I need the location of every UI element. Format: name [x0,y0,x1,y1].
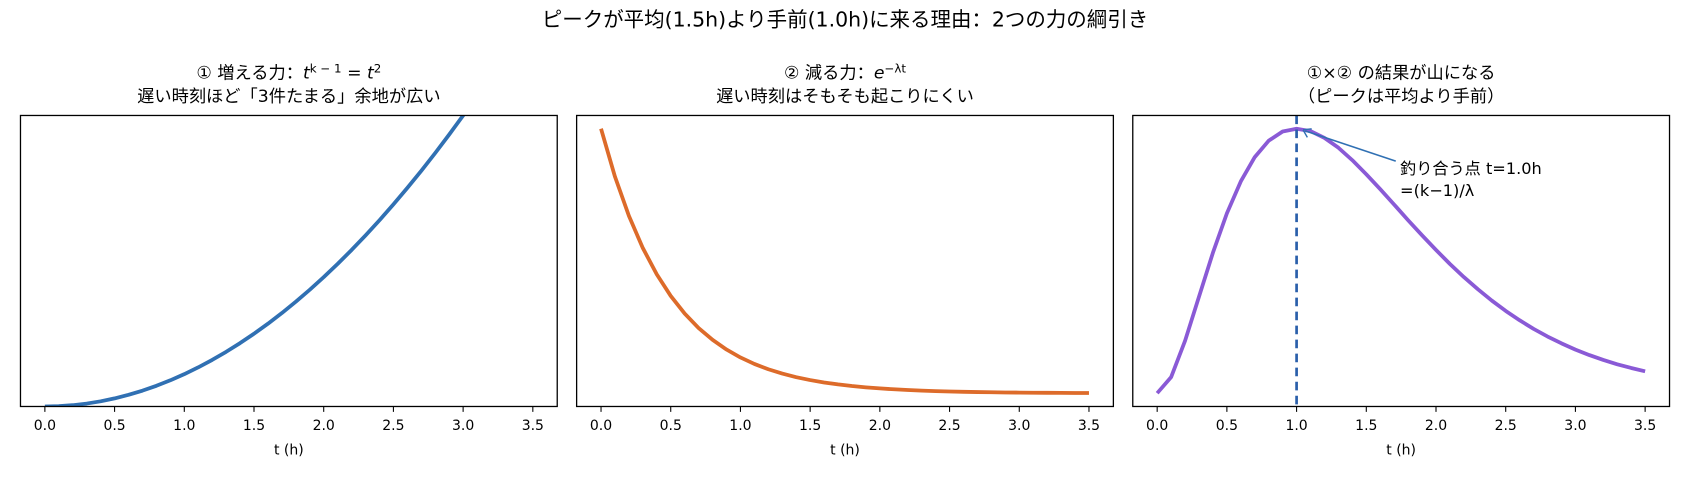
x-tick-label: 3.0 [1008,418,1030,434]
subplot-title: 遅い時刻ほど「3件たまる」余地が広い [137,87,440,107]
x-tick-label: 2.5 [1495,418,1517,434]
x-tick-label: 0.0 [34,418,56,434]
annotation-arrow [1304,130,1397,162]
title-part: 遅い時刻はそもそも起こりにくい [716,87,974,107]
x-tick-label: 3.0 [1564,418,1586,434]
x-tick-label: 1.0 [729,418,751,434]
data-line [1155,126,1646,395]
subplot-title: ② 減る力：e−λt [784,61,906,83]
title-part: ①×② の結果が山になる [1307,63,1496,83]
x-tick-label: 3.0 [452,418,474,434]
subplot-title: 遅い時刻はそもそも起こりにくい [716,87,974,107]
plot-frame [575,114,1115,408]
x-tick-label: 2.5 [382,418,404,434]
x-tick-label: 0.0 [590,418,612,434]
x-tick-label: 2.5 [938,418,960,434]
x-tick-label: 3.5 [1634,418,1656,434]
x-tick-label: 2.0 [313,418,335,434]
title-part: 2 [374,61,382,75]
title-part: （ピークは平均より手前） [1298,87,1504,107]
title-part: e [874,63,885,83]
subplot-title: （ピークは平均より手前） [1298,87,1504,107]
x-axis-label: t (h) [830,443,860,459]
x-tick-label: 3.5 [522,418,544,434]
arrow-head [1302,128,1312,138]
x-tick-label: 0.5 [1216,418,1238,434]
title-part: t [303,63,311,83]
x-tick-label: 0.0 [1146,418,1168,434]
x-tick-label: 1.0 [1285,418,1307,434]
x-tick-label: 2.0 [869,418,891,434]
figure-title: ピークが平均(1.5h)より手前(1.0h)に来る理由：2つの力の綱引き [542,8,1148,32]
x-tick-label: 2.0 [1425,418,1447,434]
data-line [599,128,1089,395]
x-tick-label: 3.5 [1078,418,1100,434]
x-axis-label: t (h) [274,443,304,459]
subplot-title: ① 増える力：tk − 1 = t2 [196,61,381,83]
data-line [44,115,466,407]
title-part: ② 減る力： [784,63,874,83]
x-tick-label: 1.5 [1355,418,1377,434]
x-axis-label: t (h) [1386,443,1416,459]
plot-frame [19,114,558,408]
title-part: −λt [884,61,906,75]
subplot-title: ①×② の結果が山になる [1307,63,1496,83]
x-tick-label: 1.5 [799,418,821,434]
title-part: = [342,63,367,83]
title-part: t [367,63,375,83]
x-tick-label: 0.5 [660,418,682,434]
title-part: k − 1 [310,61,342,75]
x-tick-label: 0.5 [103,418,125,434]
title-part: 遅い時刻ほど「3件たまる」余地が広い [137,87,440,107]
annotation-text: =(k−1)/λ [1400,181,1475,200]
x-tick-label: 1.0 [173,418,195,434]
x-tick-label: 1.5 [243,418,265,434]
title-part: ① 増える力： [196,63,303,83]
plot-frame [1132,114,1671,408]
annotation-text: 釣り合う点 t=1.0h [1400,159,1542,178]
